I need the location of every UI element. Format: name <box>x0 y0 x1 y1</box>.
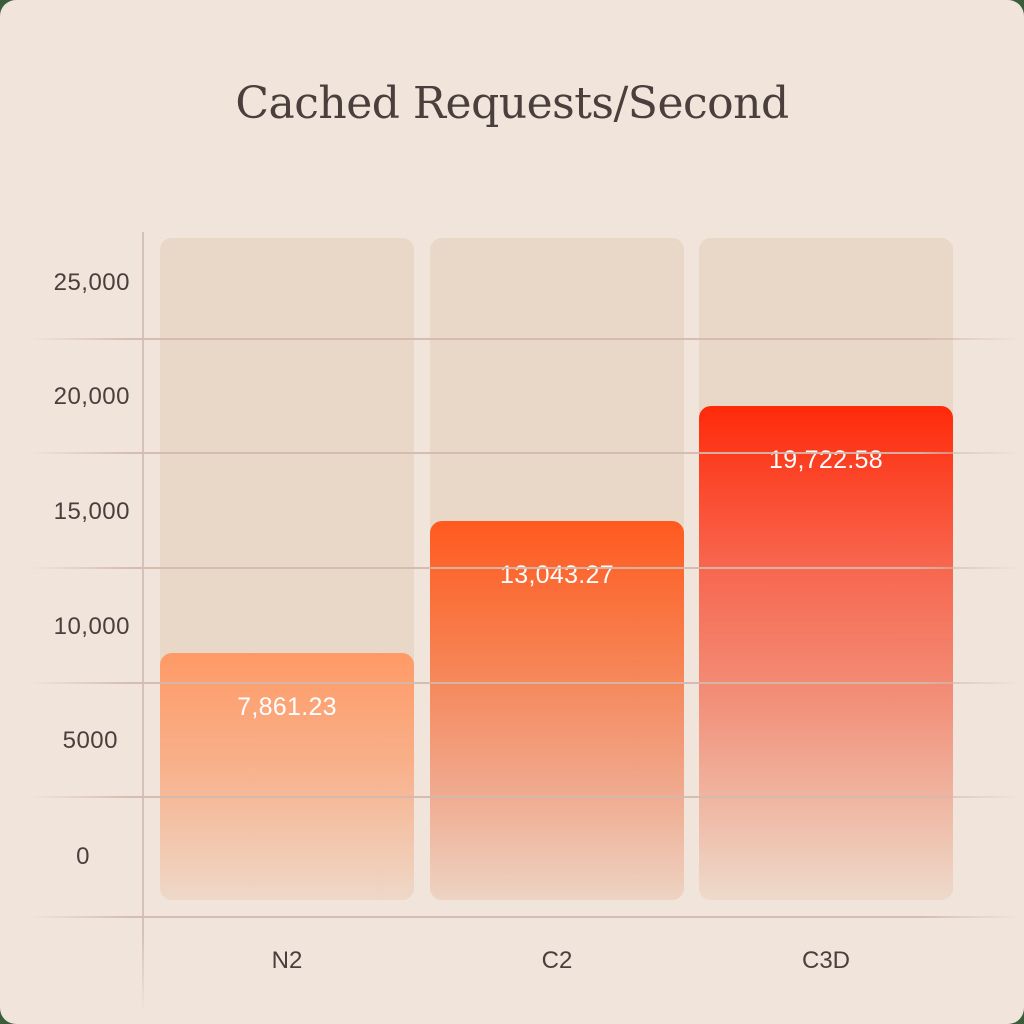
gridline <box>30 682 1020 684</box>
gridline <box>30 452 1020 454</box>
y-tick-label: 5000 <box>62 727 118 754</box>
bar-track-c2: 13,043.27 <box>430 238 684 900</box>
x-tick-label: C2 <box>541 947 573 974</box>
x-tick-label: C3D <box>801 947 850 974</box>
bar-value-label: 13,043.27 <box>500 561 614 589</box>
bar-c2: 13,043.27 <box>430 521 684 900</box>
gridline <box>30 567 1020 569</box>
y-axis-line <box>142 232 144 1012</box>
bar-n2: 7,861.23 <box>160 653 414 900</box>
y-tick-label: 20,000 <box>53 383 130 410</box>
y-tick-label: 10,000 <box>53 613 130 640</box>
gridline <box>30 796 1020 798</box>
x-tick-label: N2 <box>271 947 303 974</box>
y-tick-label: 0 <box>76 843 90 870</box>
chart-title: Cached Requests/Second <box>235 78 789 129</box>
y-tick-label: 25,000 <box>53 269 130 296</box>
bar-c3d: 19,722.58 <box>699 406 953 900</box>
bar-track-n2: 7,861.23 <box>160 238 414 900</box>
bar-track-c3d: 19,722.58 <box>699 238 953 900</box>
bar-value-label: 19,722.58 <box>769 446 883 474</box>
x-axis-line <box>30 916 1020 918</box>
y-tick-label: 15,000 <box>53 498 130 525</box>
gridline <box>30 338 1020 340</box>
bar-value-label: 7,861.23 <box>237 693 337 721</box>
